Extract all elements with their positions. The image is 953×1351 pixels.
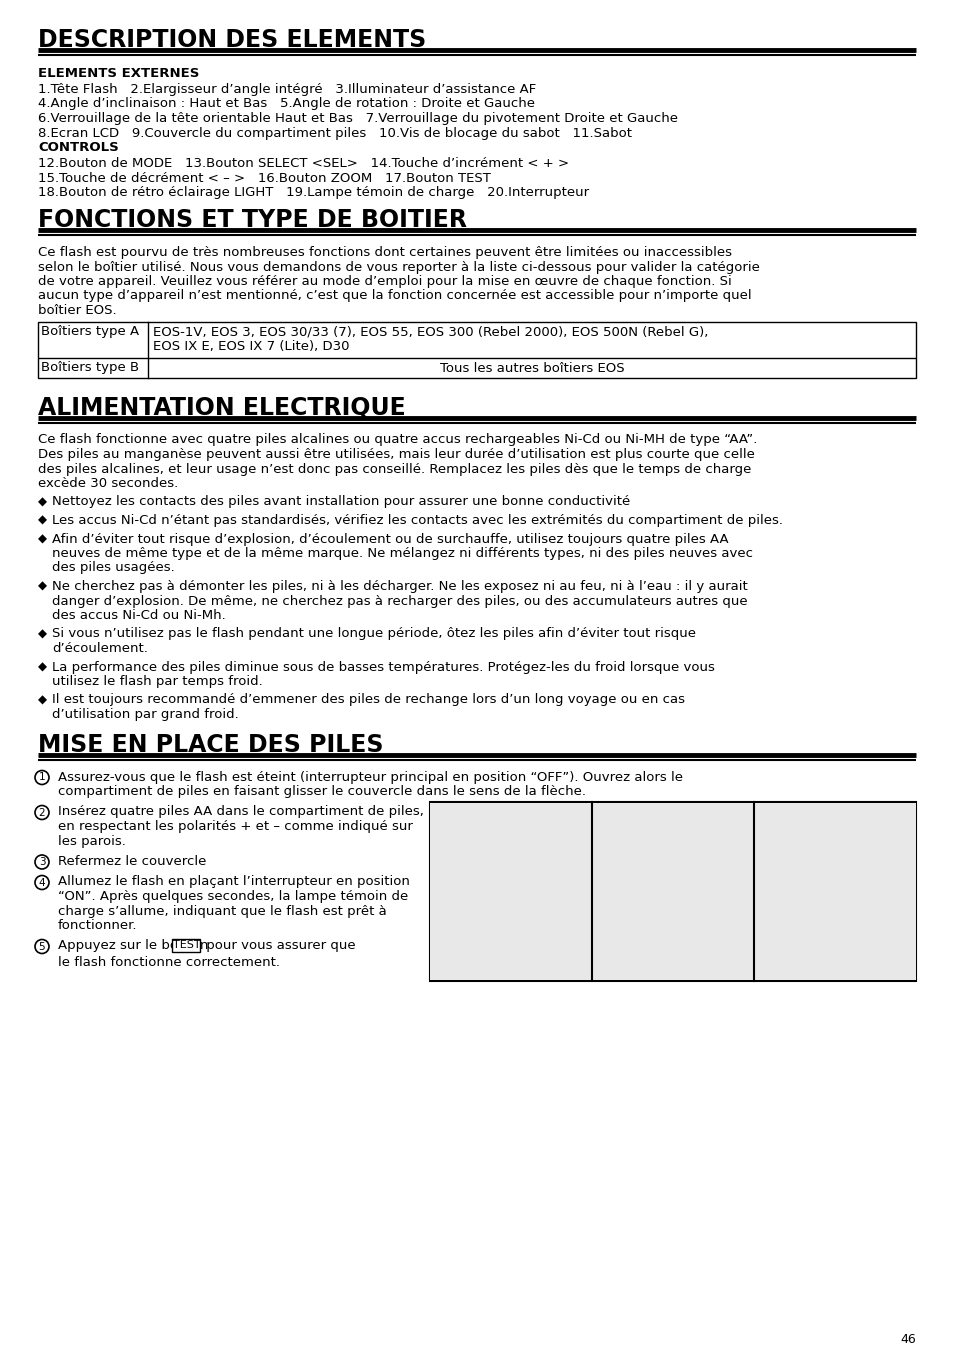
Text: 6.Verrouillage de la tête orientable Haut et Bas   7.Verrouillage du pivotement : 6.Verrouillage de la tête orientable Hau… <box>38 112 678 126</box>
Text: 4: 4 <box>39 878 45 888</box>
Text: les parois.: les parois. <box>58 835 126 847</box>
Text: fonctionner.: fonctionner. <box>58 919 137 932</box>
Text: des piles alcalines, et leur usage n’est donc pas conseillé. Remplacez les piles: des piles alcalines, et leur usage n’est… <box>38 462 751 476</box>
Text: DESCRIPTION DES ELEMENTS: DESCRIPTION DES ELEMENTS <box>38 28 426 51</box>
Text: Insérez quatre piles AA dans le compartiment de piles,: Insérez quatre piles AA dans le comparti… <box>58 805 423 819</box>
Text: 46: 46 <box>900 1333 915 1346</box>
Text: boîtier EOS.: boîtier EOS. <box>38 304 116 317</box>
Text: d’utilisation par grand froid.: d’utilisation par grand froid. <box>52 708 238 721</box>
Text: neuves de même type et de la même marque. Ne mélangez ni différents types, ni de: neuves de même type et de la même marque… <box>52 547 752 561</box>
Text: “ON”. Après quelques secondes, la lampe témoin de: “ON”. Après quelques secondes, la lampe … <box>58 890 408 902</box>
Text: Boîtiers type B: Boîtiers type B <box>41 362 139 374</box>
Text: Les accus Ni-Cd n’étant pas standardisés, vérifiez les contacts avec les extrémi: Les accus Ni-Cd n’étant pas standardisés… <box>52 513 782 527</box>
Text: Ne cherchez pas à démonter les piles, ni à les décharger. Ne les exposez ni au f: Ne cherchez pas à démonter les piles, ni… <box>52 580 747 593</box>
Text: Il est toujours recommandé d’emmener des piles de rechange lors d’un long voyage: Il est toujours recommandé d’emmener des… <box>52 693 684 707</box>
Bar <box>172 939 200 951</box>
Text: ◆: ◆ <box>38 661 47 674</box>
Text: ELEMENTS EXTERNES: ELEMENTS EXTERNES <box>38 68 199 80</box>
Text: 12.Bouton de MODE   13.Bouton SELECT <SEL>   14.Touche d’incrément < + >: 12.Bouton de MODE 13.Bouton SELECT <SEL>… <box>38 157 569 170</box>
Text: Boîtiers type A: Boîtiers type A <box>41 326 139 339</box>
Bar <box>38 322 915 377</box>
Text: en respectant les polarités + et – comme indiqué sur: en respectant les polarités + et – comme… <box>58 820 413 834</box>
Text: ◆: ◆ <box>38 580 47 593</box>
Text: selon le boîtier utilisé. Nous vous demandons de vous reporter à la liste ci-des: selon le boîtier utilisé. Nous vous dema… <box>38 261 760 273</box>
Text: charge s’allume, indiquant que le flash est prêt à: charge s’allume, indiquant que le flash … <box>58 905 386 917</box>
Text: ◆: ◆ <box>38 532 47 546</box>
Bar <box>430 801 915 981</box>
Text: des accus Ni-Cd ou Ni-Mh.: des accus Ni-Cd ou Ni-Mh. <box>52 609 226 621</box>
Text: Ce flash est pourvu de très nombreuses fonctions dont certaines peuvent être lim: Ce flash est pourvu de très nombreuses f… <box>38 246 731 259</box>
Text: TEST: TEST <box>172 940 200 951</box>
Text: 8.Ecran LCD   9.Couvercle du compartiment piles   10.Vis de blocage du sabot   1: 8.Ecran LCD 9.Couvercle du compartiment … <box>38 127 631 139</box>
Text: pour vous assurer que: pour vous assurer que <box>202 939 355 952</box>
Text: Appuyez sur le bouton: Appuyez sur le bouton <box>58 939 213 952</box>
Text: 2: 2 <box>39 808 45 817</box>
Text: Allumez le flash en plaçant l’interrupteur en position: Allumez le flash en plaçant l’interrupte… <box>58 875 410 889</box>
Text: excède 30 secondes.: excède 30 secondes. <box>38 477 178 490</box>
Text: CONTROLS: CONTROLS <box>38 141 118 154</box>
Text: ALIMENTATION ELECTRIQUE: ALIMENTATION ELECTRIQUE <box>38 396 405 420</box>
Text: danger d’explosion. De même, ne cherchez pas à recharger des piles, ou des accum: danger d’explosion. De même, ne cherchez… <box>52 594 747 608</box>
Text: ◆: ◆ <box>38 513 47 527</box>
Text: Assurez-vous que le flash est éteint (interrupteur principal en position “OFF”).: Assurez-vous que le flash est éteint (in… <box>58 770 682 784</box>
Text: La performance des piles diminue sous de basses températures. Protégez-les du fr: La performance des piles diminue sous de… <box>52 661 714 674</box>
Text: compartiment de piles en faisant glisser le couvercle dans le sens de la flèche.: compartiment de piles en faisant glisser… <box>58 785 585 798</box>
Text: Si vous n’utilisez pas le flash pendant une longue période, ôtez les piles afin : Si vous n’utilisez pas le flash pendant … <box>52 627 696 640</box>
Text: 3: 3 <box>39 857 45 867</box>
Text: aucun type d’appareil n’est mentionné, c’est que la fonction concernée est acces: aucun type d’appareil n’est mentionné, c… <box>38 289 751 303</box>
Bar <box>593 802 752 979</box>
Text: 4.Angle d’inclinaison : Haut et Bas   5.Angle de rotation : Droite et Gauche: 4.Angle d’inclinaison : Haut et Bas 5.An… <box>38 97 535 111</box>
Text: ◆: ◆ <box>38 693 47 707</box>
Bar <box>430 802 590 979</box>
Text: Nettoyez les contacts des piles avant installation pour assurer une bonne conduc: Nettoyez les contacts des piles avant in… <box>52 496 630 508</box>
Text: 1: 1 <box>39 773 45 782</box>
Text: EOS IX E, EOS IX 7 (Lite), D30: EOS IX E, EOS IX 7 (Lite), D30 <box>152 340 349 353</box>
Text: d’écoulement.: d’écoulement. <box>52 642 148 655</box>
Text: EOS-1V, EOS 3, EOS 30/33 (7), EOS 55, EOS 300 (Rebel 2000), EOS 500N (Rebel G),: EOS-1V, EOS 3, EOS 30/33 (7), EOS 55, EO… <box>152 326 708 339</box>
Text: le flash fonctionne correctement.: le flash fonctionne correctement. <box>58 957 280 969</box>
Text: 5: 5 <box>39 942 45 951</box>
Text: utilisez le flash par temps froid.: utilisez le flash par temps froid. <box>52 676 262 688</box>
Text: de votre appareil. Veuillez vous référer au mode d’emploi pour la mise en œuvre : de votre appareil. Veuillez vous référer… <box>38 276 731 288</box>
Text: Des piles au manganèse peuvent aussi être utilisées, mais leur durée d’utilisati: Des piles au manganèse peuvent aussi êtr… <box>38 449 754 461</box>
Bar <box>754 802 915 979</box>
Text: des piles usagées.: des piles usagées. <box>52 562 174 574</box>
Text: Afin d’éviter tout risque d’explosion, d’écoulement ou de surchauffe, utilisez t: Afin d’éviter tout risque d’explosion, d… <box>52 532 728 546</box>
Text: ◆: ◆ <box>38 627 47 640</box>
Text: Ce flash fonctionne avec quatre piles alcalines ou quatre accus rechargeables Ni: Ce flash fonctionne avec quatre piles al… <box>38 434 757 446</box>
Text: MISE EN PLACE DES PILES: MISE EN PLACE DES PILES <box>38 732 383 757</box>
Text: 18.Bouton de rétro éclairage LIGHT   19.Lampe témoin de charge   20.Interrupteur: 18.Bouton de rétro éclairage LIGHT 19.La… <box>38 186 589 199</box>
Text: 15.Touche de décrément < – >   16.Bouton ZOOM   17.Bouton TEST: 15.Touche de décrément < – > 16.Bouton Z… <box>38 172 491 185</box>
Text: FONCTIONS ET TYPE DE BOITIER: FONCTIONS ET TYPE DE BOITIER <box>38 208 467 232</box>
Text: 1.Tête Flash   2.Elargisseur d’angle intégré   3.Illuminateur d’assistance AF: 1.Tête Flash 2.Elargisseur d’angle intég… <box>38 82 536 96</box>
Text: Refermez le couvercle: Refermez le couvercle <box>58 855 206 867</box>
Text: Tous les autres boîtiers EOS: Tous les autres boîtiers EOS <box>439 362 623 374</box>
Text: ◆: ◆ <box>38 496 47 508</box>
